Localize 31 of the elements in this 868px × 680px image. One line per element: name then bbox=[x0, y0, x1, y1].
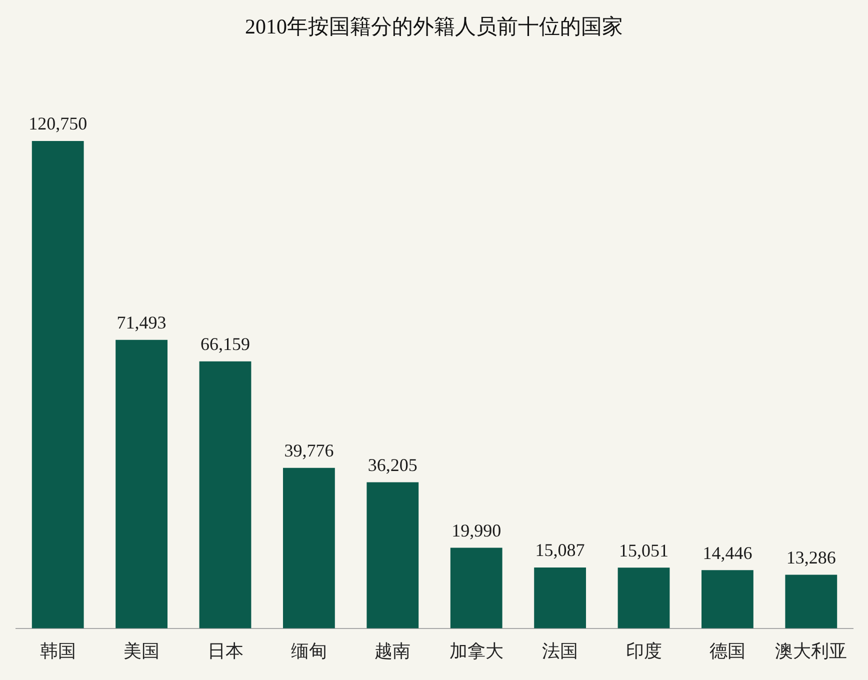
bar bbox=[785, 574, 838, 628]
bar bbox=[32, 141, 84, 628]
bar bbox=[702, 570, 754, 628]
bar bbox=[450, 548, 502, 628]
data-label: 36,205 bbox=[368, 454, 418, 475]
bar bbox=[283, 468, 335, 628]
data-label: 66,159 bbox=[200, 334, 250, 354]
x-tick-label: 印度 bbox=[626, 640, 662, 661]
x-tick-label: 法国 bbox=[542, 640, 578, 661]
x-tick-label: 美国 bbox=[124, 640, 160, 661]
x-tick-label: 韩国 bbox=[40, 640, 76, 661]
data-label: 39,776 bbox=[284, 440, 334, 461]
data-label: 19,990 bbox=[452, 520, 502, 540]
x-tick-label: 日本 bbox=[207, 640, 244, 661]
data-label: 15,051 bbox=[619, 540, 668, 560]
data-label: 13,286 bbox=[786, 548, 836, 568]
bar bbox=[366, 482, 419, 628]
data-label: 120,750 bbox=[28, 114, 88, 134]
x-tick-label: 缅甸 bbox=[290, 640, 327, 661]
x-tick-label: 加拿大 bbox=[449, 640, 504, 661]
x-tick-label: 德国 bbox=[709, 640, 746, 661]
bar bbox=[534, 568, 586, 628]
bar bbox=[618, 568, 670, 628]
x-tick-label: 澳大利亚 bbox=[775, 640, 848, 661]
data-label: 71,493 bbox=[116, 312, 166, 333]
bar bbox=[116, 340, 168, 628]
bar bbox=[199, 361, 252, 628]
data-label: 14,446 bbox=[702, 542, 752, 563]
x-tick-label: 越南 bbox=[374, 640, 411, 661]
chart-title: 2010年按国籍分的外籍人员前十位的国家 bbox=[245, 14, 623, 39]
data-label: 15,087 bbox=[535, 540, 585, 560]
